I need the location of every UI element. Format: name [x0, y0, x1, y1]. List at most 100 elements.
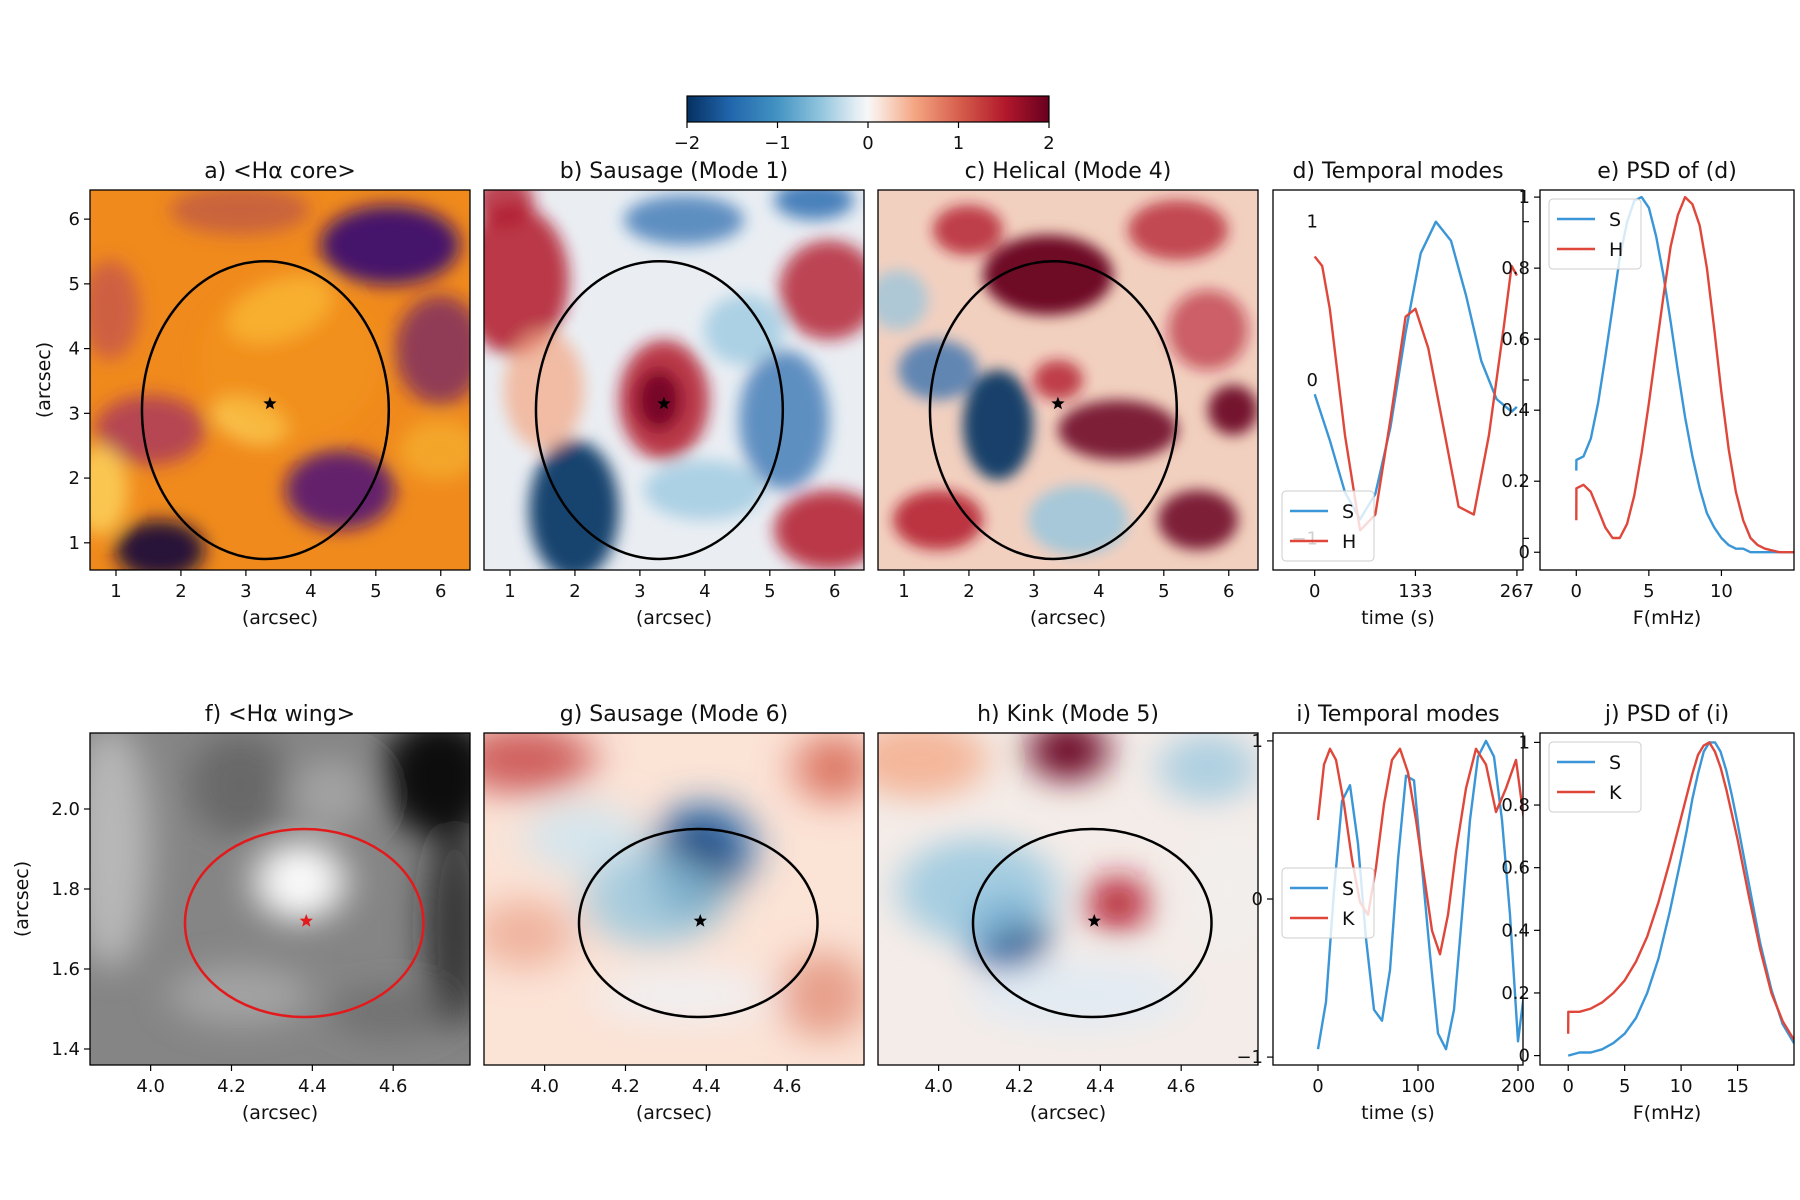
x-tick-label-e: 10: [1710, 581, 1733, 602]
legend-box-j: [1548, 741, 1642, 813]
heatmap-image-b: [484, 190, 864, 570]
panel-title-b: b) Sausage (Mode 1): [560, 159, 788, 184]
y-tick-label-a: 2: [69, 468, 80, 489]
y-tick-label-i: 1: [1252, 731, 1263, 752]
y-tick-label-e: 0: [1519, 542, 1530, 563]
x-tick-label-f: 4.4: [298, 1076, 327, 1097]
axes-frame-i: [1272, 732, 1524, 1066]
axes-frame-h: [877, 732, 1259, 1066]
axes-frame-d: [1272, 189, 1524, 571]
center-star-marker-g: [693, 914, 707, 927]
series-line-d-H: [1313, 255, 1518, 532]
center-star-marker-b: [657, 396, 671, 410]
center-star-marker-h: [1087, 914, 1101, 927]
series-line-i-K: [1316, 747, 1523, 956]
x-tick-label-i: 100: [1401, 1076, 1435, 1097]
x-axis-label-j: F(mHz): [1633, 1102, 1702, 1124]
colorbar-tick-label: −2: [674, 133, 701, 154]
x-tick-label-h: 4.0: [924, 1076, 953, 1097]
x-tick-label-b: 2: [569, 581, 580, 602]
y-tick-label-j: 0.6: [1501, 858, 1530, 879]
legend-label-e-H: H: [1609, 239, 1623, 261]
series-line-j-K: [1567, 741, 1794, 1041]
panel-a: 1 2 3 4 5 6 1 2 3 4 5 6 a) <Hα core> (arcsec) (arcsec): [33, 159, 471, 629]
colorbar: −2 −1 0 1 2: [674, 95, 1055, 154]
y-tick-label-e: 0.2: [1501, 471, 1530, 492]
panel-f: 4.0 4.2 4.4 4.6 1.4 1.6 1.8 2.0 f) <Hα wing> (arc…: [11, 702, 471, 1124]
y-tick-label-d: 1: [1307, 212, 1318, 233]
axes-frame-g: [483, 732, 865, 1066]
legend-e: SH: [1548, 198, 1642, 270]
x-tick-label-g: 4.6: [773, 1076, 802, 1097]
series-line-e-H: [1575, 195, 1794, 554]
boundary-ellipse-h: [971, 827, 1213, 1019]
x-tick-label-f: 4.6: [379, 1076, 408, 1097]
y-axis-label-a: (arcsec): [33, 342, 55, 418]
x-axis-label-d: time (s): [1361, 607, 1435, 629]
x-tick-label-j: 0: [1562, 1076, 1573, 1097]
axes-frame-f: [89, 732, 471, 1066]
boundary-ellipse-g: [577, 827, 819, 1019]
x-tick-label-g: 4.4: [692, 1076, 721, 1097]
panel-title-f: f) <Hα wing>: [205, 702, 355, 727]
x-tick-label-j: 15: [1726, 1076, 1749, 1097]
x-axis-label-e: F(mHz): [1633, 607, 1702, 629]
x-axis-label-a: (arcsec): [242, 607, 318, 629]
x-tick-label-a: 2: [175, 581, 186, 602]
y-tick-label-i: −1: [1236, 1047, 1263, 1068]
series-line-j-S: [1567, 741, 1794, 1057]
x-tick-label-i: 200: [1501, 1076, 1535, 1097]
x-tick-label-h: 4.4: [1086, 1076, 1115, 1097]
panel-title-h: h) Kink (Mode 5): [977, 702, 1159, 727]
y-tick-label-e: 0.4: [1501, 400, 1530, 421]
x-tick-label-a: 5: [370, 581, 381, 602]
x-tick-label-b: 1: [504, 581, 515, 602]
legend-i: SK: [1281, 867, 1375, 939]
panel-g: 4.0 4.2 4.4 4.6 g) Sausage (Mode 6) (arcsec): [483, 702, 865, 1124]
axes-frame-a: [89, 189, 471, 571]
y-tick-label-f: 2.0: [51, 799, 80, 820]
y-tick-label-j: 0.2: [1501, 983, 1530, 1004]
panel-title-g: g) Sausage (Mode 6): [560, 702, 788, 727]
y-tick-label-a: 5: [69, 274, 80, 295]
x-tick-label-h: 4.6: [1167, 1076, 1196, 1097]
x-tick-label-g: 4.0: [530, 1076, 559, 1097]
y-tick-label-e: 0.6: [1501, 329, 1530, 350]
x-tick-label-j: 10: [1670, 1076, 1693, 1097]
legend-label-d-S: S: [1342, 501, 1354, 523]
legend-label-j-S: S: [1609, 752, 1621, 774]
colorbar-tick-label: 0: [862, 133, 873, 154]
x-axis-label-g: (arcsec): [636, 1102, 712, 1124]
x-tick-label-b: 5: [764, 581, 775, 602]
series-line-e-S: [1575, 195, 1794, 554]
heatmap-image-a: [90, 190, 470, 570]
panel-title-i: i) Temporal modes: [1296, 702, 1499, 727]
x-axis-label-c: (arcsec): [1030, 607, 1106, 629]
y-tick-label-f: 1.4: [51, 1039, 80, 1060]
x-tick-label-e: 0: [1571, 581, 1582, 602]
panel-c: 1 2 3 4 5 6 c) Helical (Mode 4) (arcsec): [877, 159, 1259, 629]
x-axis-label-b: (arcsec): [636, 607, 712, 629]
center-star-marker-a: [263, 396, 277, 410]
x-tick-label-d: 0: [1309, 581, 1320, 602]
panel-title-d: d) Temporal modes: [1292, 159, 1503, 184]
x-tick-label-g: 4.2: [611, 1076, 640, 1097]
x-tick-label-f: 4.0: [136, 1076, 165, 1097]
boundary-ellipse-f: [183, 827, 425, 1019]
series-line-d-S: [1313, 220, 1518, 521]
heatmap-image-h: [878, 733, 1258, 1065]
x-tick-label-h: 4.2: [1005, 1076, 1034, 1097]
boundary-ellipse-a: [140, 259, 391, 561]
x-tick-label-b: 6: [829, 581, 840, 602]
x-tick-label-c: 3: [1028, 581, 1039, 602]
y-axis-label-f: (arcsec): [11, 861, 33, 937]
legend-label-i-S: S: [1342, 878, 1354, 900]
legend-label-d-H: H: [1342, 531, 1356, 553]
heatmap-image-c: [878, 190, 1258, 570]
x-tick-label-a: 6: [435, 581, 446, 602]
y-tick-label-j: 1: [1519, 732, 1530, 753]
boundary-ellipse-b: [534, 259, 785, 561]
